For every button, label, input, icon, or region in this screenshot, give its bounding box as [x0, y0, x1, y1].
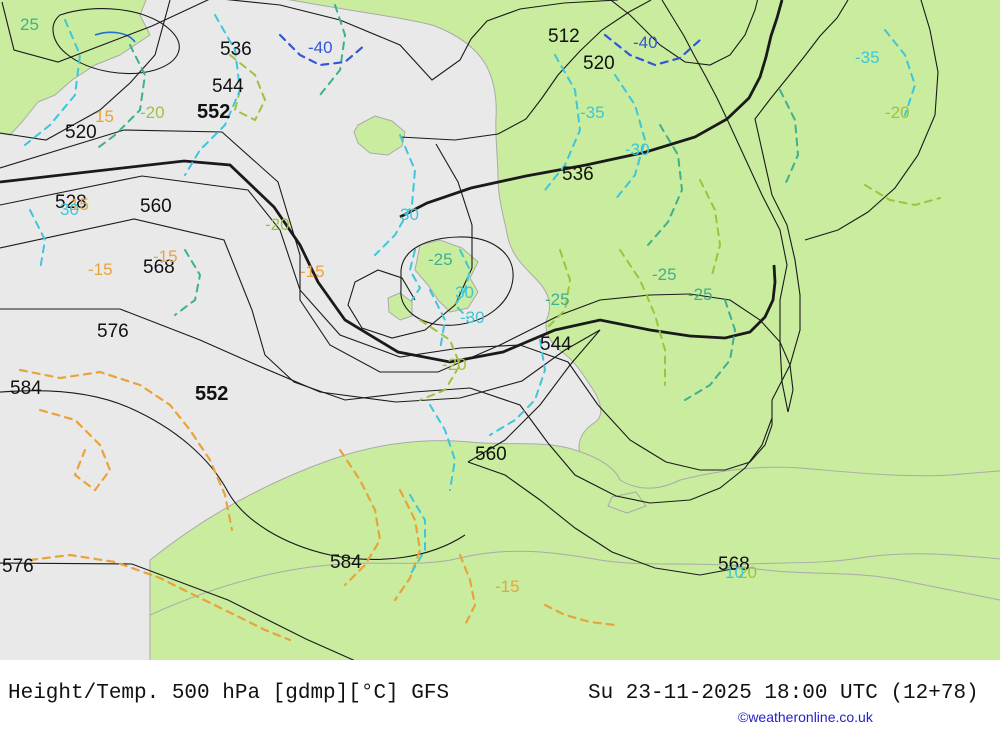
svg-text:544: 544: [540, 334, 572, 355]
svg-text:30: 30: [60, 200, 79, 219]
svg-text:584: 584: [330, 552, 362, 573]
svg-text:30: 30: [455, 283, 474, 302]
svg-text:536: 536: [220, 39, 252, 60]
svg-text:25: 25: [20, 15, 39, 34]
svg-text:520: 520: [65, 122, 97, 143]
svg-text:-40: -40: [633, 33, 658, 52]
svg-text:-30: -30: [460, 308, 485, 327]
svg-text:10: 10: [725, 563, 744, 582]
svg-text:-20: -20: [265, 215, 290, 234]
svg-text:-35: -35: [580, 103, 605, 122]
svg-text:-20: -20: [140, 103, 165, 122]
svg-text:-25: -25: [428, 250, 453, 269]
svg-text:-20: -20: [885, 103, 910, 122]
svg-text:©weatheronline.co.uk: ©weatheronline.co.uk: [738, 709, 874, 725]
svg-text:15: 15: [95, 107, 114, 126]
svg-text:-25: -25: [652, 265, 677, 284]
svg-text:520: 520: [583, 53, 615, 74]
svg-text:-30: -30: [625, 140, 650, 159]
svg-text:584: 584: [10, 378, 42, 399]
svg-text:560: 560: [475, 444, 507, 465]
svg-text:-35: -35: [855, 48, 880, 67]
svg-text:-20: -20: [442, 355, 467, 374]
svg-text:576: 576: [2, 556, 34, 577]
svg-text:-25: -25: [545, 290, 570, 309]
svg-text:-15: -15: [153, 247, 178, 266]
svg-text:-15: -15: [88, 260, 113, 279]
svg-text:544: 544: [212, 76, 244, 97]
svg-text:-40: -40: [308, 38, 333, 57]
svg-text:536: 536: [562, 164, 594, 185]
svg-text:-15: -15: [300, 262, 325, 281]
svg-text:552: 552: [195, 383, 228, 405]
svg-text:Height/Temp. 500 hPa [gdmp][°C: Height/Temp. 500 hPa [gdmp][°C] GFS: [8, 682, 449, 705]
svg-text:512: 512: [548, 26, 580, 47]
svg-text:30: 30: [400, 205, 419, 224]
svg-text:552: 552: [197, 101, 230, 123]
svg-text:-25: -25: [688, 285, 713, 304]
svg-text:560: 560: [140, 196, 172, 217]
svg-text:-15: -15: [495, 577, 520, 596]
svg-text:Su 23-11-2025 18:00 UTC (12+78: Su 23-11-2025 18:00 UTC (12+78): [588, 682, 979, 705]
svg-text:576: 576: [97, 321, 129, 342]
